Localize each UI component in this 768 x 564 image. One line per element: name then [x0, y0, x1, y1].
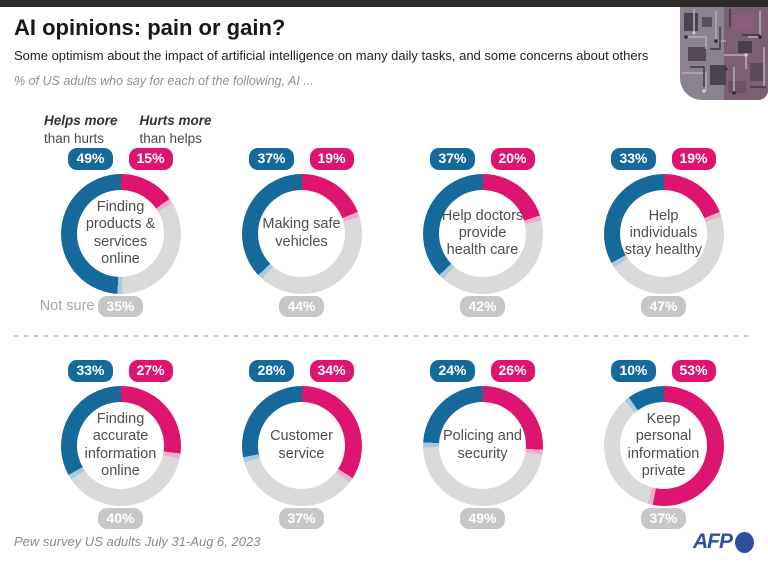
donut-center: Finding accurate information online [77, 402, 164, 489]
not-sure-row: 40% [30, 507, 211, 529]
donut-center: Keep personal information private [620, 402, 707, 489]
chart-row-2: 33% 27% Finding accurate information onl… [30, 360, 754, 529]
badge-row: 33% 27% [68, 360, 173, 382]
hurts-badge: 27% [128, 360, 173, 382]
badge-row: 37% 19% [249, 148, 354, 170]
donut-label: Help doctors provide health care [441, 207, 524, 259]
donut-chart-cell: 33% 27% Finding accurate information onl… [30, 360, 211, 529]
legend-helps-line1: Helps more [44, 113, 118, 128]
not-sure-row: 47% [573, 295, 754, 317]
donut-label: Policing and security [443, 428, 522, 462]
badge-row: 24% 26% [430, 360, 535, 382]
subtitle: Some optimism about the impact of artifi… [14, 48, 649, 63]
afp-logo-text: AFP [693, 530, 733, 553]
helps-badge: 49% [68, 148, 113, 170]
legend-hurts-line1: Hurts more [139, 113, 212, 128]
donut-label: Customer service [270, 428, 333, 462]
helps-badge: 28% [249, 360, 294, 382]
not-sure-row: 37% [211, 507, 392, 529]
donut-chart-cell: 49% 15% Finding products & services onli… [30, 148, 211, 317]
donut-label: Finding products & services online [85, 199, 156, 267]
donut-chart-cell: 28% 34% Customer service 37% [211, 360, 392, 529]
not-sure-row: 42% [392, 295, 573, 317]
afp-logo: AFP [693, 530, 754, 554]
hurts-badge: 15% [128, 148, 173, 170]
hurts-badge: 34% [309, 360, 354, 382]
hurts-badge: 53% [671, 360, 716, 382]
donut-ring: Help doctors provide health care [422, 173, 543, 294]
donut-chart-cell: 37% 20% Help doctors provide health care… [392, 148, 573, 317]
not-sure-badge: 47% [641, 295, 686, 317]
badge-row: 49% 15% [68, 148, 173, 170]
donut-center: Customer service [258, 402, 345, 489]
not-sure-badge: 37% [279, 507, 324, 529]
helps-badge: 24% [430, 360, 475, 382]
donut-chart-cell: 33% 19% Help individuals stay healthy 47… [573, 148, 754, 317]
not-sure-badge: 37% [641, 507, 686, 529]
badge-row: 10% 53% [611, 360, 716, 382]
donut-label: Help individuals stay healthy [624, 207, 703, 259]
chart-row-1: 49% 15% Finding products & services onli… [30, 148, 754, 317]
not-sure-row: 49% [392, 507, 573, 529]
source-note: Pew survey US adults July 31-Aug 6, 2023 [14, 534, 261, 549]
not-sure-badge: 44% [279, 295, 324, 317]
donut-label: Keep personal information private [627, 411, 700, 479]
donut-center: Help doctors provide health care [439, 190, 526, 277]
donut-center: Policing and security [439, 402, 526, 489]
not-sure-row: Not sure 35% [30, 295, 211, 317]
donut-ring: Finding products & services online [60, 173, 181, 294]
helps-badge: 37% [249, 148, 294, 170]
top-border-bar [0, 0, 768, 7]
not-sure-badge: 40% [98, 507, 143, 529]
helps-badge: 10% [611, 360, 656, 382]
circuit-board-graphic [680, 7, 768, 100]
donut-center: Finding products & services online [77, 190, 164, 277]
helps-badge: 33% [68, 360, 113, 382]
donut-ring: Policing and security [422, 385, 543, 506]
legend-helps: Helps more than hurts [44, 112, 118, 147]
not-sure-badge: 42% [460, 295, 505, 317]
donut-ring: Finding accurate information online [60, 385, 181, 506]
donut-label: Making safe vehicles [262, 216, 341, 250]
helps-badge: 33% [611, 148, 656, 170]
hurts-badge: 20% [490, 148, 535, 170]
page-title: AI opinions: pain or gain? [14, 15, 286, 40]
donut-chart-cell: 24% 26% Policing and security 49% [392, 360, 573, 529]
legend-hurts: Hurts more than helps [140, 112, 212, 147]
circuit-board-image [680, 7, 768, 100]
donut-ring: Keep personal information private [603, 385, 724, 506]
hurts-badge: 19% [671, 148, 716, 170]
donut-ring: Customer service [241, 385, 362, 506]
badge-row: 33% 19% [611, 148, 716, 170]
not-sure-badge: 49% [460, 507, 505, 529]
legend-helps-line2: than hurts [44, 130, 105, 146]
hurts-badge: 26% [490, 360, 535, 382]
not-sure-badge: 35% [98, 295, 143, 317]
note-line: % of US adults who say for each of the f… [14, 74, 314, 88]
not-sure-row: 37% [573, 507, 754, 529]
donut-label: Finding accurate information online [84, 411, 157, 479]
donut-chart-cell: 37% 19% Making safe vehicles 44% [211, 148, 392, 317]
afp-logo-dot [735, 531, 754, 553]
not-sure-label: Not sure [39, 298, 95, 315]
donut-center: Help individuals stay healthy [620, 190, 707, 277]
donut-center: Making safe vehicles [258, 190, 345, 277]
not-sure-row: 44% [211, 295, 392, 317]
badge-row: 28% 34% [249, 360, 354, 382]
helps-badge: 37% [430, 148, 475, 170]
legend-hurts-line2: than helps [139, 130, 202, 146]
badge-row: 37% 20% [430, 148, 535, 170]
hurts-badge: 19% [309, 148, 354, 170]
dashed-divider [14, 335, 754, 337]
legend: Helps more than hurts Hurts more than he… [44, 112, 212, 147]
donut-ring: Help individuals stay healthy [603, 173, 724, 294]
donut-ring: Making safe vehicles [241, 173, 362, 294]
donut-chart-cell: 10% 53% Keep personal information privat… [573, 360, 754, 529]
